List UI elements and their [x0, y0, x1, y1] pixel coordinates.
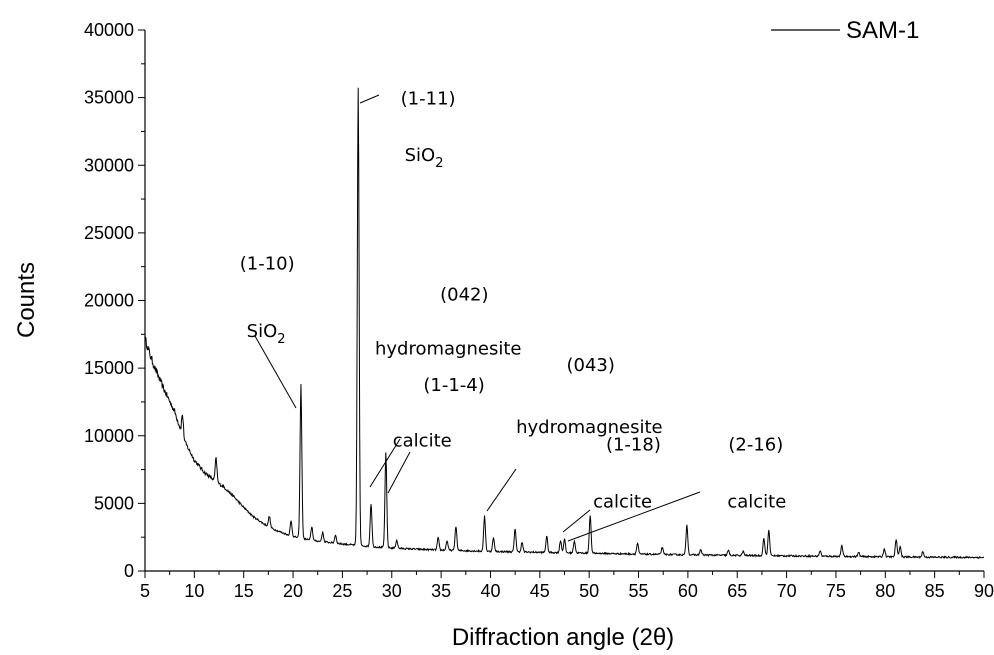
y-tick-label: 20000: [84, 291, 134, 311]
x-tick-label: 10: [184, 581, 204, 601]
annotation-label: SiO2: [405, 145, 444, 171]
y-tick-label: 25000: [84, 223, 134, 243]
x-tick-label: 25: [332, 581, 352, 601]
x-tick-label: 90: [974, 581, 994, 601]
annotation-label: (1-10): [240, 253, 295, 274]
annotation-label: calcite: [593, 491, 652, 512]
legend-label-sam-1: SAM-1: [846, 17, 919, 44]
annotation-label: (042): [440, 285, 488, 306]
x-tick-label: 60: [678, 581, 698, 601]
x-axis-title: Diffraction angle (2θ): [452, 624, 674, 651]
peak-annotations: (1-11)SiO2(1-10)SiO2(042)hydromagnesite(…: [240, 88, 787, 512]
annotation-label: (1-11): [401, 88, 456, 109]
annotation-label: (2-16): [728, 435, 783, 456]
y-tick-label: 35000: [84, 88, 134, 108]
x-tick-label: 70: [777, 581, 797, 601]
tick-labels: 5 10 15 20 25 30 35 40 45 50 55 60 65 70 75 80 85 90 0 5000…: [84, 20, 994, 601]
axes: [144, 30, 984, 572]
annotation-label: calcite: [393, 431, 452, 452]
leader-sio2-1-10: [254, 335, 297, 409]
x-tick-label: 45: [530, 581, 550, 601]
leader-calcite-1-18: [562, 509, 591, 533]
x-tick-label: 65: [727, 581, 747, 601]
x-tick-label: 30: [382, 581, 402, 601]
x-tick-label: 40: [480, 581, 500, 601]
y-tick-label: 40000: [84, 20, 134, 40]
leader-calcite-1-1-4: [387, 451, 411, 494]
x-tick-label: 50: [579, 581, 599, 601]
annotation-label: hydromagnesite: [375, 339, 522, 360]
y-tick-label: 30000: [84, 155, 134, 175]
series-sam-1-line: [144, 87, 985, 560]
x-tick-label: 85: [925, 581, 945, 601]
x-tick-label: 20: [283, 581, 303, 601]
annotation-label: SiO2: [247, 321, 286, 347]
x-tick-label: 55: [629, 581, 649, 601]
x-tick-label: 5: [140, 581, 150, 601]
leader-calcite-2-16: [567, 491, 701, 542]
annotation-label: (1-1-4): [423, 375, 484, 396]
legend: SAM-1: [771, 17, 919, 44]
ticks: [138, 29, 985, 578]
annotation-leader-lines: [254, 94, 701, 542]
annotation-label: calcite: [727, 491, 786, 512]
annotation-label: (043): [566, 355, 614, 376]
leader-hydromagnesite-043: [486, 468, 517, 512]
y-tick-label: 10000: [84, 426, 134, 446]
y-tick-label: 15000: [84, 358, 134, 378]
x-tick-label: 15: [234, 581, 254, 601]
leader-sio2-1-11: [359, 94, 380, 104]
y-tick-label: 0: [124, 561, 134, 581]
y-tick-label: 5000: [94, 493, 134, 513]
x-tick-label: 75: [826, 581, 846, 601]
x-tick-label: 35: [431, 581, 451, 601]
annotation-label: hydromagnesite: [516, 417, 663, 438]
annotation-label: (1-18): [606, 435, 661, 456]
x-tick-label: 80: [875, 581, 895, 601]
y-axis-title: Counts: [13, 262, 40, 338]
leader-hydromagnesite-042: [369, 438, 401, 488]
